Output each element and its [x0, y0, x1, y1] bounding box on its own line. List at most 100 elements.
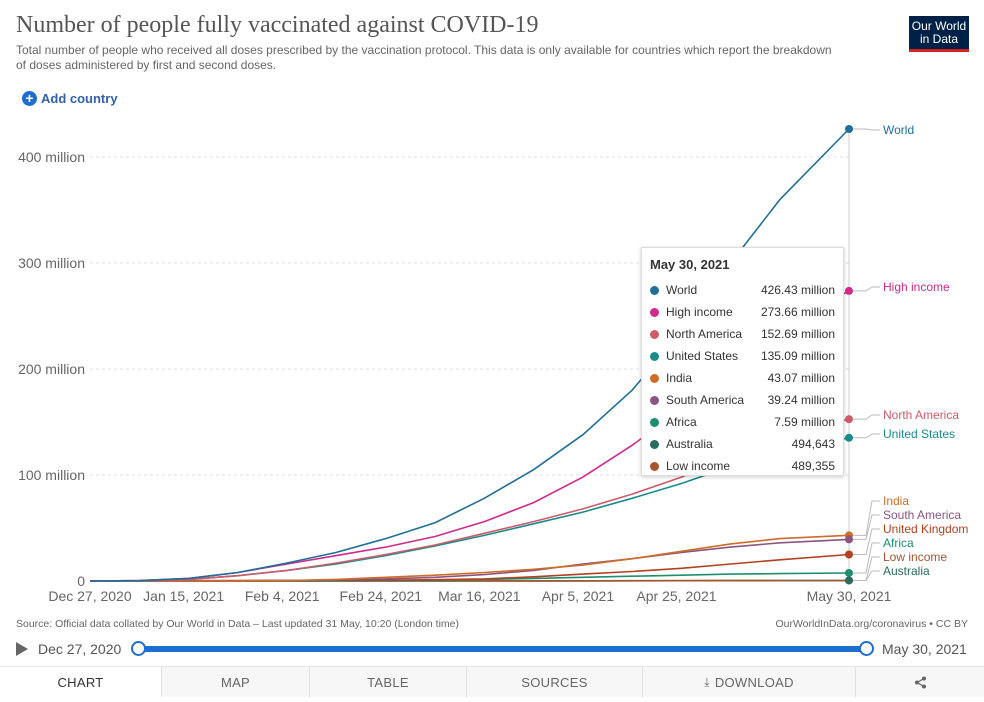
- timeline-start-label: Dec 27, 2020: [38, 641, 122, 657]
- tooltip-series-value: 7.59 million: [774, 415, 835, 429]
- series-end-label: United Kingdom: [883, 522, 968, 536]
- x-tick-label: Jan 15, 2021: [143, 588, 224, 604]
- tooltip-series-value: 494,643: [791, 437, 835, 451]
- add-country-label: Add country: [41, 91, 118, 106]
- series-end-label: Australia: [883, 564, 930, 578]
- series-end-label: United States: [883, 427, 955, 441]
- series-end-label: Low income: [883, 550, 947, 564]
- tooltip-dot: [650, 351, 659, 361]
- timeline-track[interactable]: [138, 646, 866, 652]
- tooltip-series-name: Australia: [666, 437, 713, 451]
- tooltip-series-value: 135.09 million: [760, 349, 835, 363]
- label-leader-line: [853, 433, 880, 439]
- x-tick-label: Mar 16, 2021: [438, 588, 521, 604]
- hover-tooltip: May 30, 2021 World 426.43 million High inc…: [641, 247, 844, 476]
- tooltip-series-name: High income: [666, 305, 733, 319]
- label-leader-line: [853, 414, 880, 420]
- tab-download-label: DOWNLOAD: [714, 674, 794, 690]
- play-icon[interactable]: [16, 642, 28, 656]
- tooltip-series-value: 152.69 million: [760, 327, 835, 341]
- tooltip-series-value: 273.66 million: [760, 305, 835, 319]
- tab-download[interactable]: ⤓ DOWNLOAD: [642, 667, 855, 697]
- tooltip-dot: [650, 417, 659, 427]
- line-chart[interactable]: 0 100 million 200 million 300 million 400 mi…: [0, 0, 984, 610]
- owid-logo[interactable]: Our World in Data: [909, 16, 969, 52]
- series-end-label: North America: [883, 408, 959, 422]
- source-note: Source: Official data collated by Our Wo…: [16, 618, 459, 630]
- label-leader-line: [853, 286, 880, 292]
- tooltip-dot: [650, 461, 659, 471]
- tooltip-row: South America 39.24 million: [650, 389, 835, 411]
- label-leader-line: [853, 128, 880, 131]
- label-leader-line: [853, 542, 880, 574]
- tab-share[interactable]: [855, 667, 984, 697]
- series-end-dot: [845, 535, 853, 544]
- x-tick-label: Dec 27, 2020: [48, 588, 131, 604]
- y-tick-label: 300 million: [18, 255, 85, 271]
- y-tick-label: 0: [77, 573, 85, 589]
- tooltip-series-name: Low income: [666, 459, 731, 473]
- license-link[interactable]: OurWorldInData.org/coronavirus • CC BY: [775, 618, 968, 630]
- tab-chart[interactable]: CHART: [0, 667, 161, 697]
- y-tick-label: 100 million: [18, 467, 85, 483]
- series-end-dot: [845, 286, 853, 295]
- series-end-label: Africa: [883, 536, 914, 550]
- tooltip-dot: [650, 395, 659, 405]
- timeline-start-handle[interactable]: [131, 641, 146, 656]
- tooltip-series-value: 489,355: [791, 459, 835, 473]
- tooltip-row: World 426.43 million: [650, 279, 835, 301]
- tooltip-dot: [650, 373, 659, 383]
- tooltip-dot: [650, 307, 659, 317]
- x-tick-label: May 30, 2021: [807, 588, 892, 604]
- tooltip-series-value: 426.43 million: [760, 283, 835, 297]
- tooltip-series-name: World: [666, 283, 698, 297]
- timeline: Dec 27, 2020 May 30, 2021: [0, 638, 984, 660]
- plus-circle-icon: +: [22, 91, 37, 106]
- tab-sources[interactable]: SOURCES: [466, 667, 642, 697]
- tooltip-row: Australia 494,643: [650, 433, 835, 455]
- label-leader-line: [853, 528, 880, 555]
- tooltip-row: Low income 489,355: [650, 455, 835, 477]
- series-end-dot: [845, 550, 853, 559]
- tooltip-dot: [650, 285, 659, 295]
- logo-line-2: in Data: [919, 32, 959, 46]
- tooltip-series-value: 39.24 million: [767, 393, 835, 407]
- tab-map[interactable]: MAP: [161, 667, 309, 697]
- tab-table[interactable]: TABLE: [309, 667, 466, 697]
- series-end-dot: [845, 576, 853, 585]
- tooltip-row: India 43.07 million: [650, 367, 835, 389]
- add-country-button[interactable]: + Add country: [22, 91, 118, 106]
- tooltip-date: May 30, 2021: [650, 257, 730, 272]
- timeline-end-handle[interactable]: [859, 641, 874, 656]
- label-leader-line: [853, 514, 880, 540]
- download-icon: ⤓: [704, 674, 710, 689]
- x-tick-label: Feb 24, 2021: [340, 588, 423, 604]
- series-end-label: South America: [883, 508, 961, 522]
- series-end-dot: [845, 433, 853, 442]
- x-tick-label: Apr 25, 2021: [636, 588, 716, 604]
- series-end-dot: [845, 415, 853, 424]
- tooltip-row: High income 273.66 million: [650, 301, 835, 323]
- tooltip-series-name: South America: [666, 393, 745, 407]
- series-end-dot: [845, 568, 853, 577]
- label-leader-line: [853, 570, 880, 581]
- series-end-label: High income: [883, 280, 950, 294]
- series-end-label: India: [883, 494, 909, 508]
- x-tick-label: Apr 5, 2021: [542, 588, 615, 604]
- tooltip-series-value: 43.07 million: [767, 371, 835, 385]
- series-end-dot: [845, 124, 853, 133]
- tab-bar: CHART MAP TABLE SOURCES ⤓ DOWNLOAD: [0, 666, 984, 697]
- label-leader-line: [853, 500, 880, 536]
- tooltip-dot: [650, 439, 659, 449]
- tooltip-row: Africa 7.59 million: [650, 411, 835, 433]
- y-tick-label: 200 million: [18, 361, 85, 377]
- logo-line-1: Our World: [911, 19, 967, 33]
- tooltip-series-name: India: [666, 371, 693, 385]
- series-end-label: World: [883, 123, 914, 137]
- tooltip-row: United States 135.09 million: [650, 345, 835, 367]
- share-icon: [914, 676, 926, 688]
- tooltip-row: North America 152.69 million: [650, 323, 835, 345]
- y-tick-label: 400 million: [18, 149, 85, 165]
- tooltip-series-name: Africa: [666, 415, 697, 429]
- series-line: [90, 534, 850, 582]
